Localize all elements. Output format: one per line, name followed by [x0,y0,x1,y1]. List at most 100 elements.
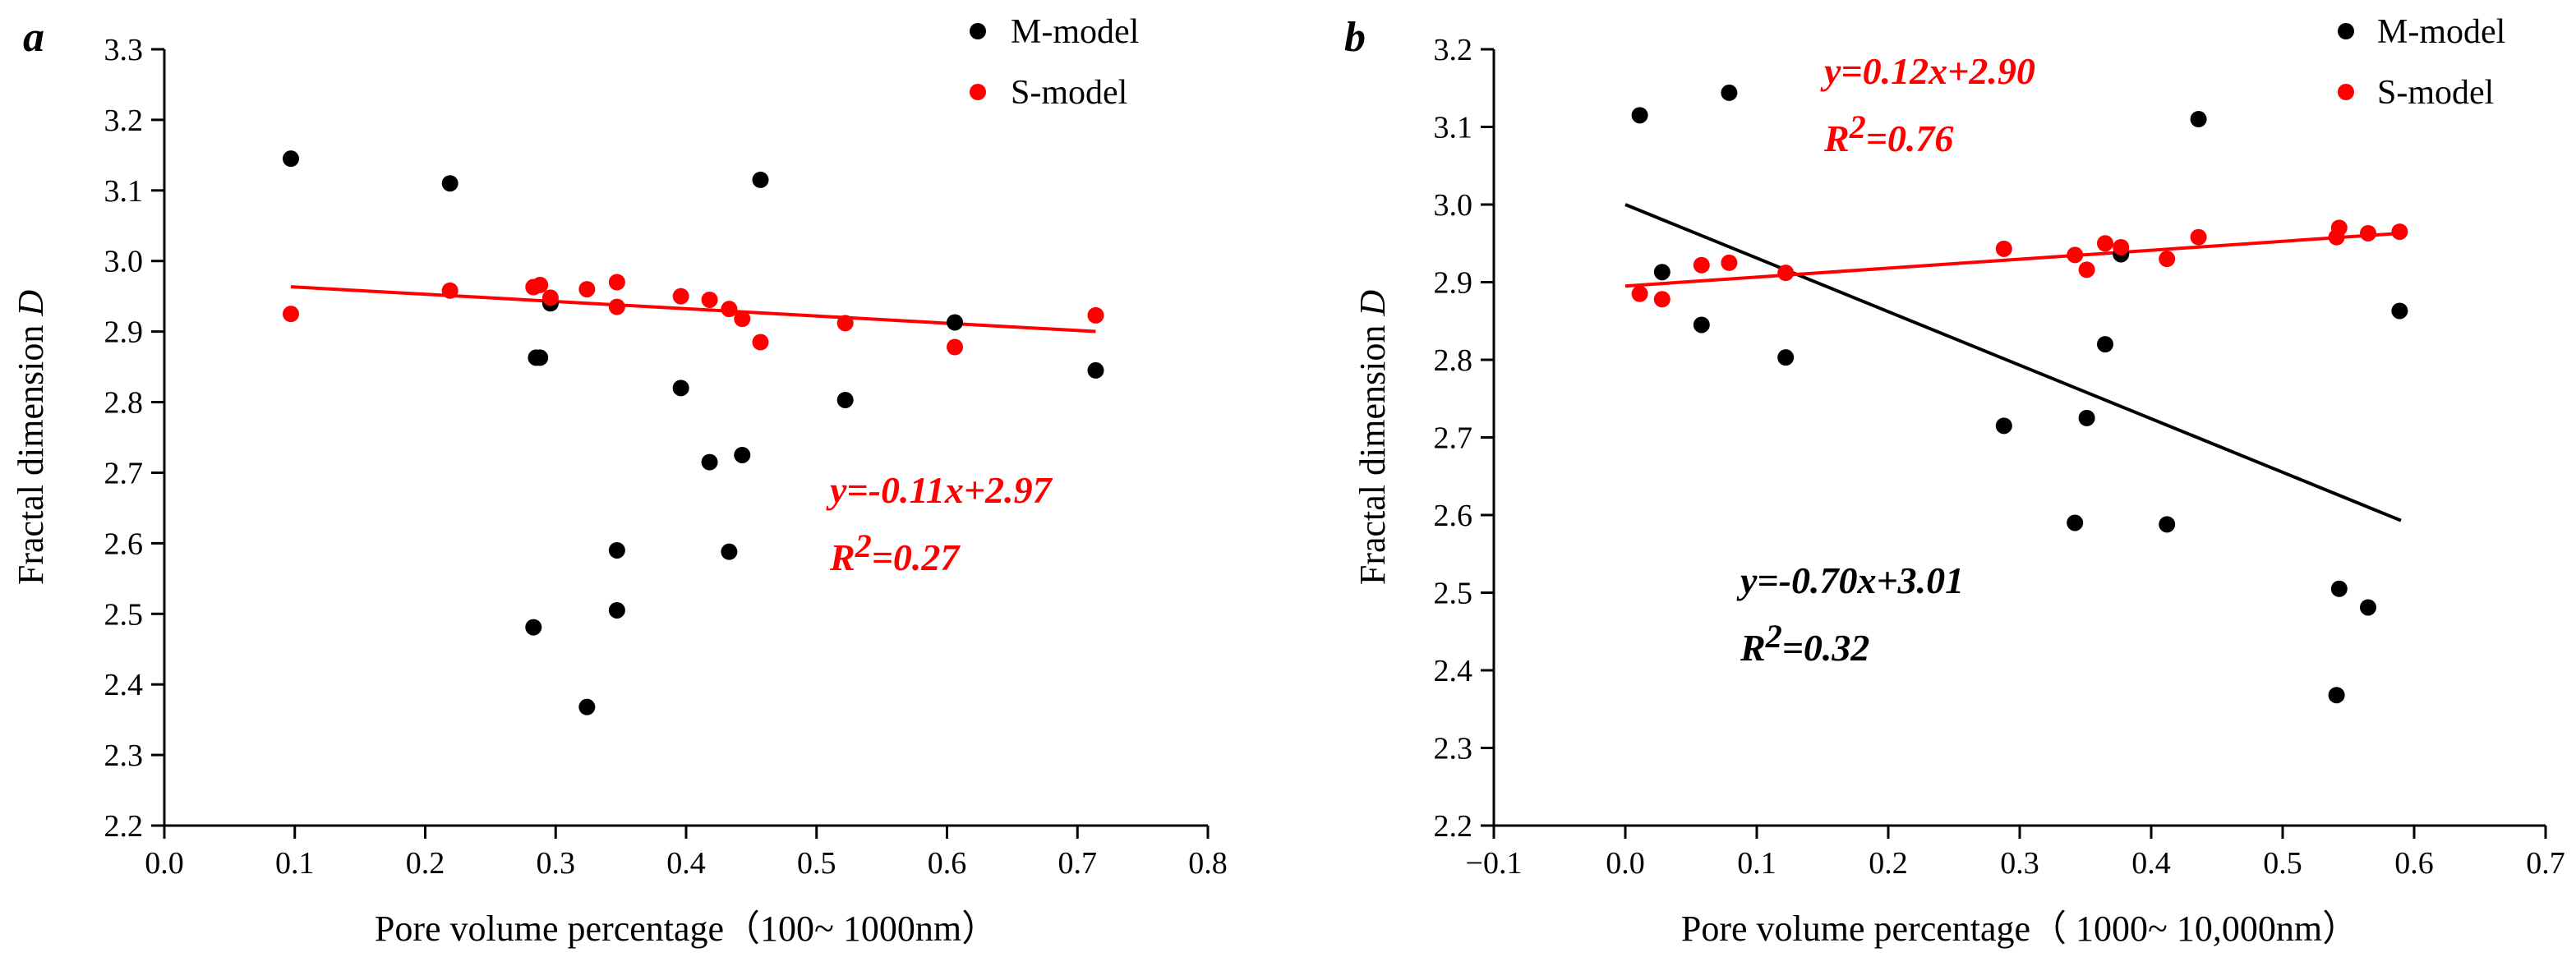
x-tick-label: 0.4 [666,846,706,881]
data-point-m-model [441,175,459,192]
data-point-s-model [441,282,459,299]
data-point-m-model [1995,417,2012,435]
data-point-s-model [2360,224,2376,242]
y-tick-label: 2.6 [1434,499,1473,533]
data-point-s-model [578,281,596,298]
data-point-s-model [2097,235,2113,252]
y-axis-title-variable: D [1353,290,1393,317]
data-point-m-model [578,698,596,715]
legend-label-s-model: S-model [1011,74,1127,112]
x-tick-label: 0.0 [145,846,184,881]
r-squared: R2=0.27 [829,527,961,578]
data-point-m-model [701,453,718,471]
y-tick-label: 2.9 [104,315,144,350]
x-tick-label: 0.4 [2131,846,2171,881]
y-tick-label: 3.1 [104,174,144,209]
data-point-s-model [2190,228,2207,246]
data-point-m-model [2330,580,2348,597]
r-squared-exponent: 2 [1849,108,1866,145]
equation-annotation: y=0.12x+2.90 R2=0.76 [1820,50,2035,159]
data-point-m-model [672,380,689,397]
series-s-model [1631,219,2408,308]
regression-equation: y=-0.11x+2.97 [826,469,1053,511]
chart-panel-a: 2.2 2.3 2.4 2.5 2.6 2.7 2.8 2.9 3.0 3.1 3.2 3.3 0.0 0… [11,13,1228,949]
equation-annotation: y=-0.70x+3.01 R2=0.32 [1736,559,1964,669]
y-tick-label: 2.3 [1434,732,1473,766]
data-point-m-model [2360,599,2376,616]
x-tick-label: −0.1 [1466,846,1523,881]
series-m-model [1631,84,2408,704]
data-point-s-model [752,334,769,351]
y-tick-label: 2.7 [1434,421,1473,456]
y-tick-label: 2.4 [104,668,144,702]
data-point-s-model [734,311,751,328]
x-tick-label: 0.8 [1188,846,1228,881]
data-point-s-model [608,298,625,315]
y-tick-label: 2.8 [1434,343,1473,378]
data-point-m-model [1631,107,1648,124]
r-squared: R2=0.32 [1740,618,1869,669]
r-squared-value: =0.76 [1866,117,1954,159]
y-axis-title-text: Fractal dimension [1353,316,1393,586]
data-point-m-model [2097,336,2113,353]
data-point-s-model [541,289,559,306]
data-point-m-model [1693,316,1710,334]
y-tick-label: 2.4 [1434,654,1473,688]
data-point-m-model [1087,361,1104,379]
data-point-m-model [836,391,854,408]
y-tick-label: 2.9 [1434,266,1473,301]
regression-equation: y=0.12x+2.90 [1820,50,2035,92]
data-point-s-model [836,315,854,332]
data-point-s-model [2159,251,2176,268]
data-point-s-model [532,276,549,293]
data-point-s-model [1631,285,1648,302]
y-tick-label: 2.2 [104,809,144,844]
r-squared-base: R [1823,117,1850,159]
y-tick-label: 2.5 [1434,577,1473,611]
y-tick-label: 2.6 [104,527,144,561]
data-point-m-model [608,541,625,559]
y-tick-label: 3.3 [104,33,144,67]
data-point-s-model [1721,254,1738,271]
data-point-s-model [947,338,964,356]
data-point-m-model [752,171,769,188]
x-tick-label: 0.1 [275,846,315,881]
legend-label-m-model: M-model [1011,13,1139,51]
legend-marker-m-model [970,23,986,39]
y-axis-title: Fractal dimension D [11,290,51,586]
x-tick-label: 0.6 [2394,846,2434,881]
data-point-s-model [1653,291,1670,308]
x-tick-label: 0.3 [2000,846,2039,881]
y-axis-title: Fractal dimension D [1353,290,1393,586]
x-tick-label: 0.0 [1606,846,1645,881]
x-tick-label: 0.6 [928,846,967,881]
r-squared-exponent: 2 [855,527,872,564]
x-tick-label: 0.7 [2526,846,2565,881]
data-point-m-model [2391,302,2408,320]
x-tick-label: 0.3 [537,846,576,881]
legend-label-m-model: M-model [2377,13,2505,51]
data-point-m-model [2078,409,2095,426]
data-point-m-model [2190,111,2207,128]
y-tick-label: 3.0 [104,245,144,279]
data-point-m-model [947,314,964,331]
y-axis-title-text: Fractal dimension [11,316,51,586]
data-point-m-model [2159,516,2176,533]
y-tick-label: 2.3 [104,738,144,773]
x-axis-title: Pore volume percentage（100~ 1000nm） [375,909,998,949]
r-squared-value: =0.27 [872,536,961,578]
x-tick-label: 0.1 [1737,846,1776,881]
data-point-s-model [2391,223,2408,241]
y-tick-label: 2.2 [1434,809,1473,844]
data-point-s-model [2113,238,2130,255]
data-point-s-model [2330,219,2348,237]
data-point-s-model [1777,265,1795,282]
y-tick-label: 3.1 [1434,111,1473,145]
data-point-m-model [608,601,625,619]
panel-label: a [23,14,44,61]
x-tick-label: 0.2 [1869,846,1908,881]
y-axis-title-variable: D [11,290,51,317]
x-tick-label: 0.5 [797,846,836,881]
legend-label-s-model: S-model [2377,74,2494,112]
fit-line-s-model [1624,231,2402,288]
